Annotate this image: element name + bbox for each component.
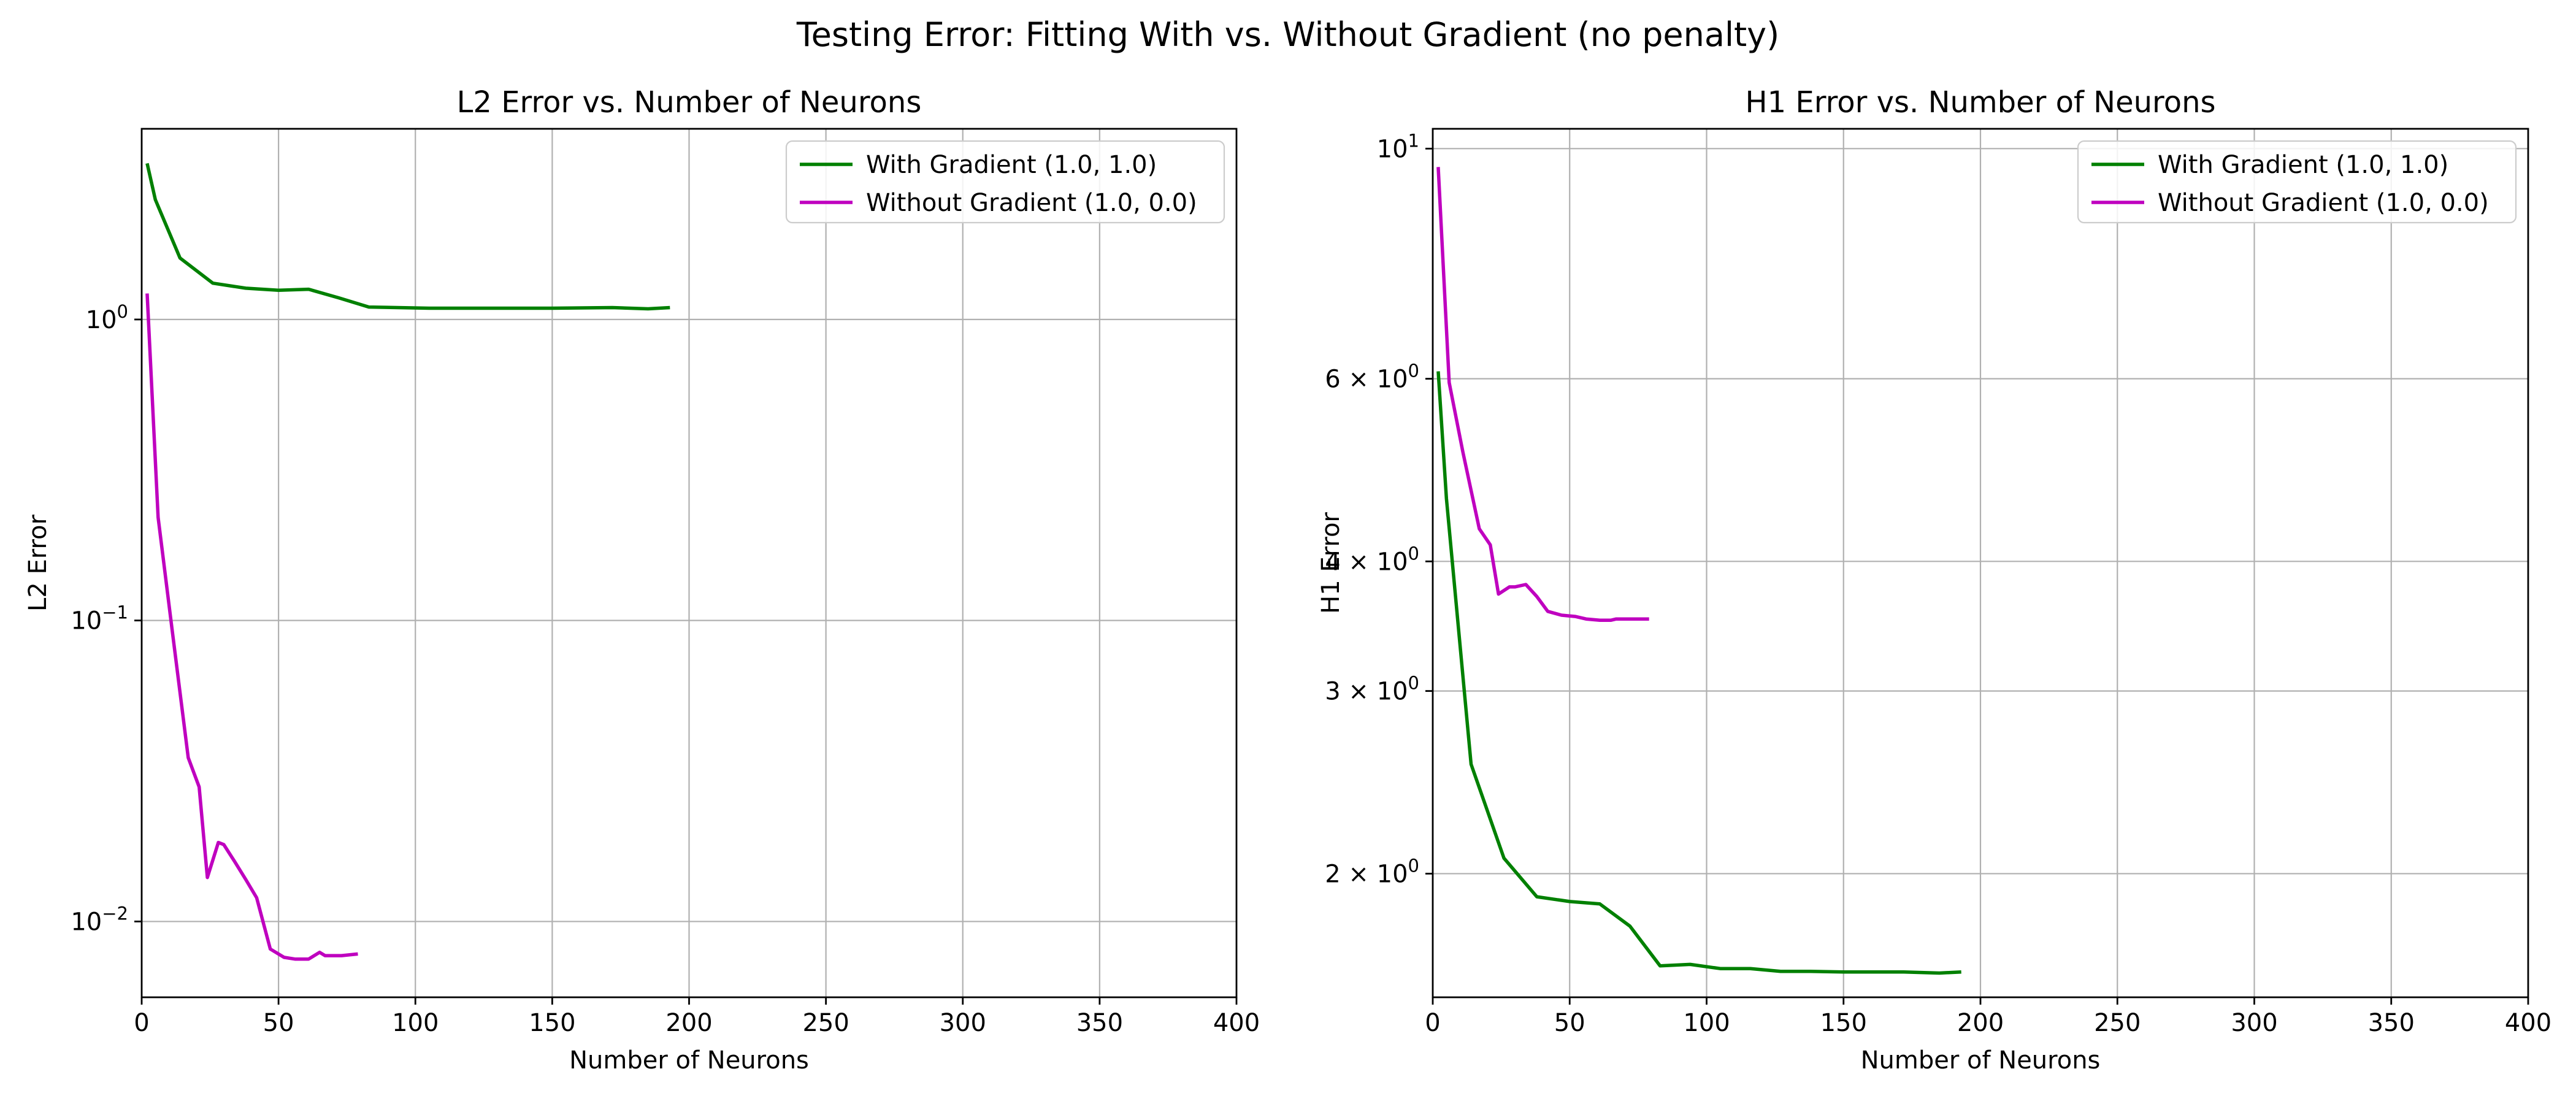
- x-tick-label: 150: [1820, 1009, 1867, 1037]
- x-tick-label: 400: [1213, 1009, 1260, 1037]
- chart-title: H1 Error vs. Number of Neurons: [1745, 85, 2215, 120]
- figure-suptitle: Testing Error: Fitting With vs. Without …: [796, 15, 1779, 54]
- y-tick-label: 101: [1377, 130, 1419, 163]
- x-tick-label: 350: [1076, 1009, 1123, 1037]
- x-tick-label: 250: [802, 1009, 849, 1037]
- h1-error-chart: 0 50 100 150 200 250 300 350 400 101 6 × 100 4 × 10…: [1317, 85, 2551, 1075]
- series-line-with-gradient: [1436, 371, 1961, 975]
- x-tick-label: 100: [1683, 1009, 1730, 1037]
- x-axis-label: Number of Neurons: [1861, 1046, 2101, 1075]
- x-tick-label: 300: [2231, 1009, 2277, 1037]
- y-tick-label: 3 × 100: [1325, 673, 1419, 706]
- legend-box: [785, 140, 1225, 224]
- legend-label: Without Gradient (1.0, 0.0): [2158, 189, 2489, 217]
- legend-label: With Gradient (1.0, 1.0): [866, 151, 1157, 179]
- x-tick-label: 400: [2505, 1009, 2551, 1037]
- x-tick-label: 300: [940, 1009, 986, 1037]
- x-tick-label: 50: [1554, 1009, 1585, 1037]
- y-tick-label: 6 × 100: [1325, 361, 1419, 394]
- chart-title: L2 Error vs. Number of Neurons: [457, 85, 922, 120]
- y-tick-label: 10−2: [71, 903, 128, 936]
- legend-box: [2077, 140, 2517, 224]
- y-tick-label: 10−1: [71, 602, 128, 635]
- x-tick-label: 150: [529, 1009, 575, 1037]
- legend-label: Without Gradient (1.0, 0.0): [866, 189, 1197, 217]
- x-tick-label: 250: [2094, 1009, 2141, 1037]
- series-line-with-gradient: [145, 163, 670, 311]
- x-tick-label: 200: [1957, 1009, 2004, 1037]
- y-tick-label: 4 × 100: [1325, 543, 1419, 576]
- x-tick-label: 0: [134, 1009, 149, 1037]
- y-tick-label: 100: [86, 301, 128, 334]
- l2-error-chart: 0 50 100 150 200 250 300 350 400 100 10−1 10−2 L2 Er…: [24, 85, 1260, 1075]
- series-line-without-gradient: [145, 293, 358, 961]
- series-line-without-gradient: [1436, 167, 1649, 623]
- y-axis-label: L2 Error: [24, 514, 52, 611]
- x-tick-label: 50: [263, 1009, 294, 1037]
- x-tick-label: 100: [392, 1009, 439, 1037]
- legend-label: With Gradient (1.0, 1.0): [2158, 151, 2448, 179]
- x-tick-label: 200: [665, 1009, 712, 1037]
- x-tick-label: 0: [1425, 1009, 1440, 1037]
- y-tick-label: 2 × 100: [1325, 855, 1419, 888]
- x-tick-label: 350: [2368, 1009, 2415, 1037]
- x-axis-label: Number of Neurons: [569, 1046, 809, 1075]
- y-axis-label: H1 Error: [1317, 512, 1345, 614]
